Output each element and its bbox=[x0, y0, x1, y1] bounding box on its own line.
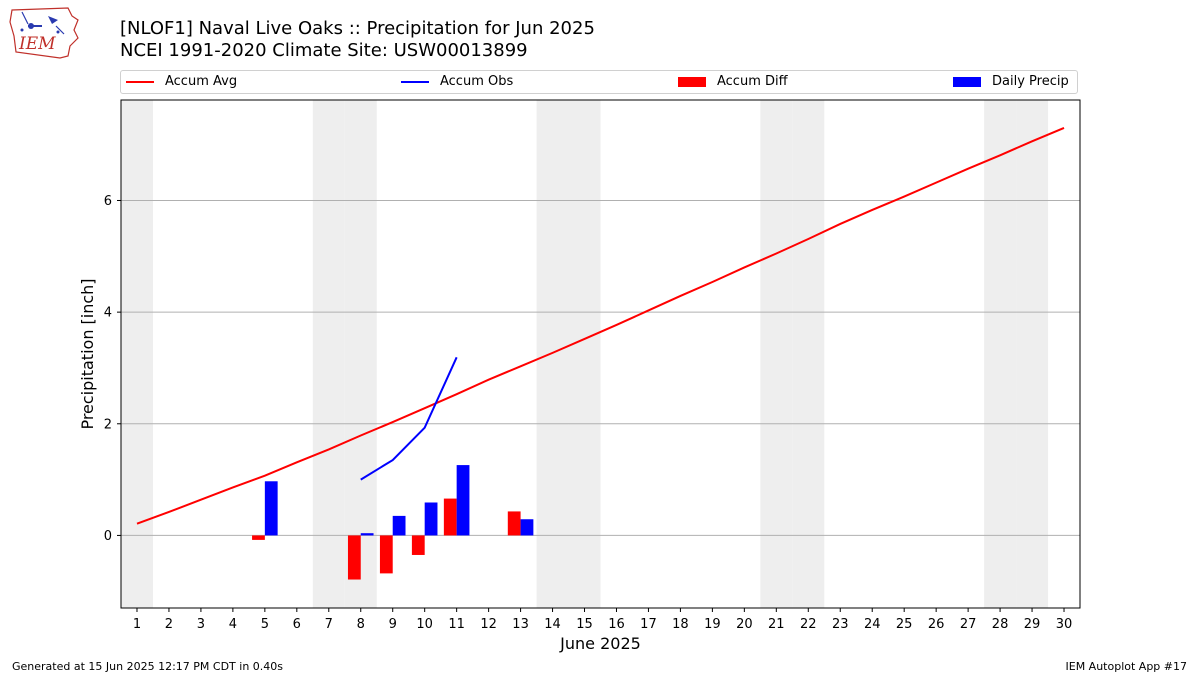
x-tick-label-25: 25 bbox=[896, 617, 913, 632]
legend-item-accum-obs: Accum Obs bbox=[401, 74, 513, 89]
weekend-shade-day-14 bbox=[536, 100, 569, 608]
plot-frame bbox=[120, 99, 1081, 609]
bar-daily-precip-day-5 bbox=[264, 481, 278, 536]
line-accum-obs bbox=[360, 356, 458, 481]
x-tick-label-28: 28 bbox=[992, 617, 1009, 632]
bar-accum-diff-day-13 bbox=[507, 511, 521, 536]
x-axis-label: June 2025 bbox=[559, 634, 641, 653]
x-tick-label-6: 6 bbox=[293, 617, 301, 632]
y-tick-label-2: 2 bbox=[104, 417, 112, 432]
weekend-shade-day-8 bbox=[344, 100, 377, 608]
x-tick-label-21: 21 bbox=[768, 617, 785, 632]
legend-label-accum-diff: Accum Diff bbox=[717, 74, 788, 89]
legend-item-accum-diff: Accum Diff bbox=[678, 74, 788, 89]
line-accum-avg bbox=[136, 126, 1065, 525]
legend-swatch-daily-precip bbox=[953, 76, 981, 87]
bar-accum-diff-day-8 bbox=[347, 535, 361, 580]
x-tick-label-8: 8 bbox=[357, 617, 365, 632]
x-tick-label-5: 5 bbox=[261, 617, 269, 632]
legend-item-accum-avg: Accum Avg bbox=[126, 74, 237, 89]
x-tick-label-11: 11 bbox=[448, 617, 465, 632]
legend-label-accum-avg: Accum Avg bbox=[165, 74, 238, 89]
weekend-shade-day-21 bbox=[760, 100, 793, 608]
weekend-shade-day-1 bbox=[121, 100, 153, 608]
x-tick-label-29: 29 bbox=[1024, 617, 1041, 632]
y-axis-label: Precipitation [inch] bbox=[78, 278, 97, 429]
footer-app-id: IEM Autoplot App #17 bbox=[1065, 660, 1188, 673]
x-tick-label-19: 19 bbox=[704, 617, 721, 632]
x-tick-label-3: 3 bbox=[197, 617, 205, 632]
x-tick-label-2: 2 bbox=[165, 617, 173, 632]
legend-label-daily-precip: Daily Precip bbox=[992, 74, 1069, 89]
iem-logo: IEM bbox=[8, 6, 80, 60]
x-tick-label-7: 7 bbox=[325, 617, 333, 632]
x-tick-label-12: 12 bbox=[480, 617, 497, 632]
legend-swatch-accum-diff bbox=[678, 76, 706, 87]
x-tick-label-1: 1 bbox=[133, 617, 141, 632]
x-tick-label-9: 9 bbox=[389, 617, 397, 632]
x-tick-label-13: 13 bbox=[512, 617, 529, 632]
x-tick-label-20: 20 bbox=[736, 617, 753, 632]
weekend-shade-day-7 bbox=[312, 100, 345, 608]
x-tick-label-30: 30 bbox=[1056, 617, 1073, 632]
bar-daily-precip-day-13 bbox=[520, 519, 534, 536]
bar-accum-diff-day-10 bbox=[411, 535, 425, 555]
footer-generated: Generated at 15 Jun 2025 12:17 PM CDT in… bbox=[12, 660, 284, 673]
y-tick-label-6: 6 bbox=[104, 194, 112, 209]
x-tick-label-24: 24 bbox=[864, 617, 881, 632]
bar-daily-precip-day-8 bbox=[360, 533, 374, 536]
bar-daily-precip-day-11 bbox=[456, 465, 470, 536]
y-tick-label-0: 0 bbox=[104, 529, 112, 544]
x-tick-label-14: 14 bbox=[544, 617, 561, 632]
logo-text: IEM bbox=[19, 34, 56, 54]
bar-daily-precip-day-9 bbox=[392, 515, 406, 536]
legend-item-daily-precip: Daily Precip bbox=[953, 74, 1069, 89]
legend-swatch-accum-obs bbox=[401, 80, 429, 83]
bar-accum-diff-day-5 bbox=[252, 535, 265, 540]
x-tick-label-16: 16 bbox=[608, 617, 625, 632]
y-tick-label-4: 4 bbox=[104, 306, 112, 321]
weekend-shade-day-29 bbox=[1016, 100, 1049, 608]
x-tick-label-18: 18 bbox=[672, 617, 689, 632]
x-tick-label-4: 4 bbox=[229, 617, 237, 632]
chart-legend: Accum Avg Accum Obs Accum Diff Daily Pre… bbox=[120, 70, 1078, 94]
x-tick-label-17: 17 bbox=[640, 617, 657, 632]
x-tick-label-22: 22 bbox=[800, 617, 817, 632]
chart-subtitle: NCEI 1991-2020 Climate Site: USW00013899 bbox=[120, 40, 528, 61]
legend-label-accum-obs: Accum Obs bbox=[440, 74, 514, 89]
bar-daily-precip-day-10 bbox=[424, 502, 438, 536]
x-tick-label-27: 27 bbox=[960, 617, 977, 632]
bar-accum-diff-day-9 bbox=[379, 535, 393, 574]
x-tick-label-26: 26 bbox=[928, 617, 945, 632]
weekend-shade-day-28 bbox=[984, 100, 1017, 608]
x-tick-label-10: 10 bbox=[416, 617, 433, 632]
chart-title: [NLOF1] Naval Live Oaks :: Precipitation… bbox=[120, 18, 595, 39]
legend-swatch-accum-avg bbox=[126, 80, 154, 83]
weekend-shade-day-22 bbox=[792, 100, 825, 608]
x-tick-label-15: 15 bbox=[576, 617, 593, 632]
x-tick-label-23: 23 bbox=[832, 617, 849, 632]
weekend-shade-day-15 bbox=[568, 100, 601, 608]
bar-accum-diff-day-11 bbox=[443, 498, 457, 536]
